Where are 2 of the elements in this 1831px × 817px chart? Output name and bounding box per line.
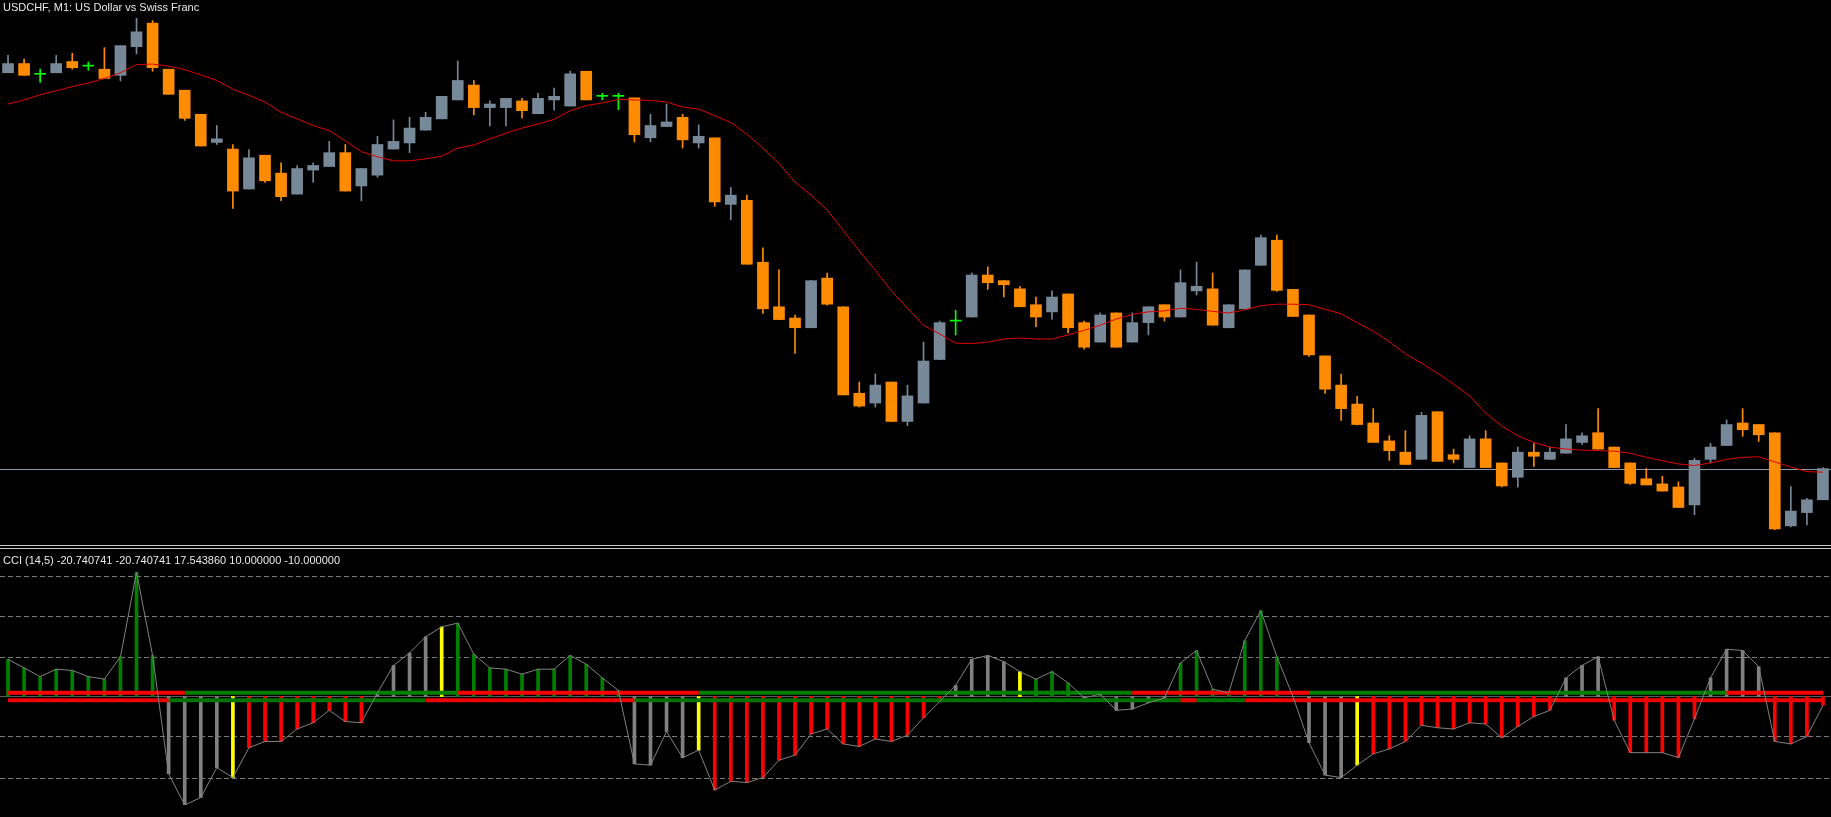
chart-title: CCI (14,5) -20.740741 -20.740741 17.543860 10.000000 -10.000000 bbox=[3, 554, 340, 567]
chart-title: USDCHF, M1: US Dollar vs Swiss Franc bbox=[3, 1, 200, 14]
